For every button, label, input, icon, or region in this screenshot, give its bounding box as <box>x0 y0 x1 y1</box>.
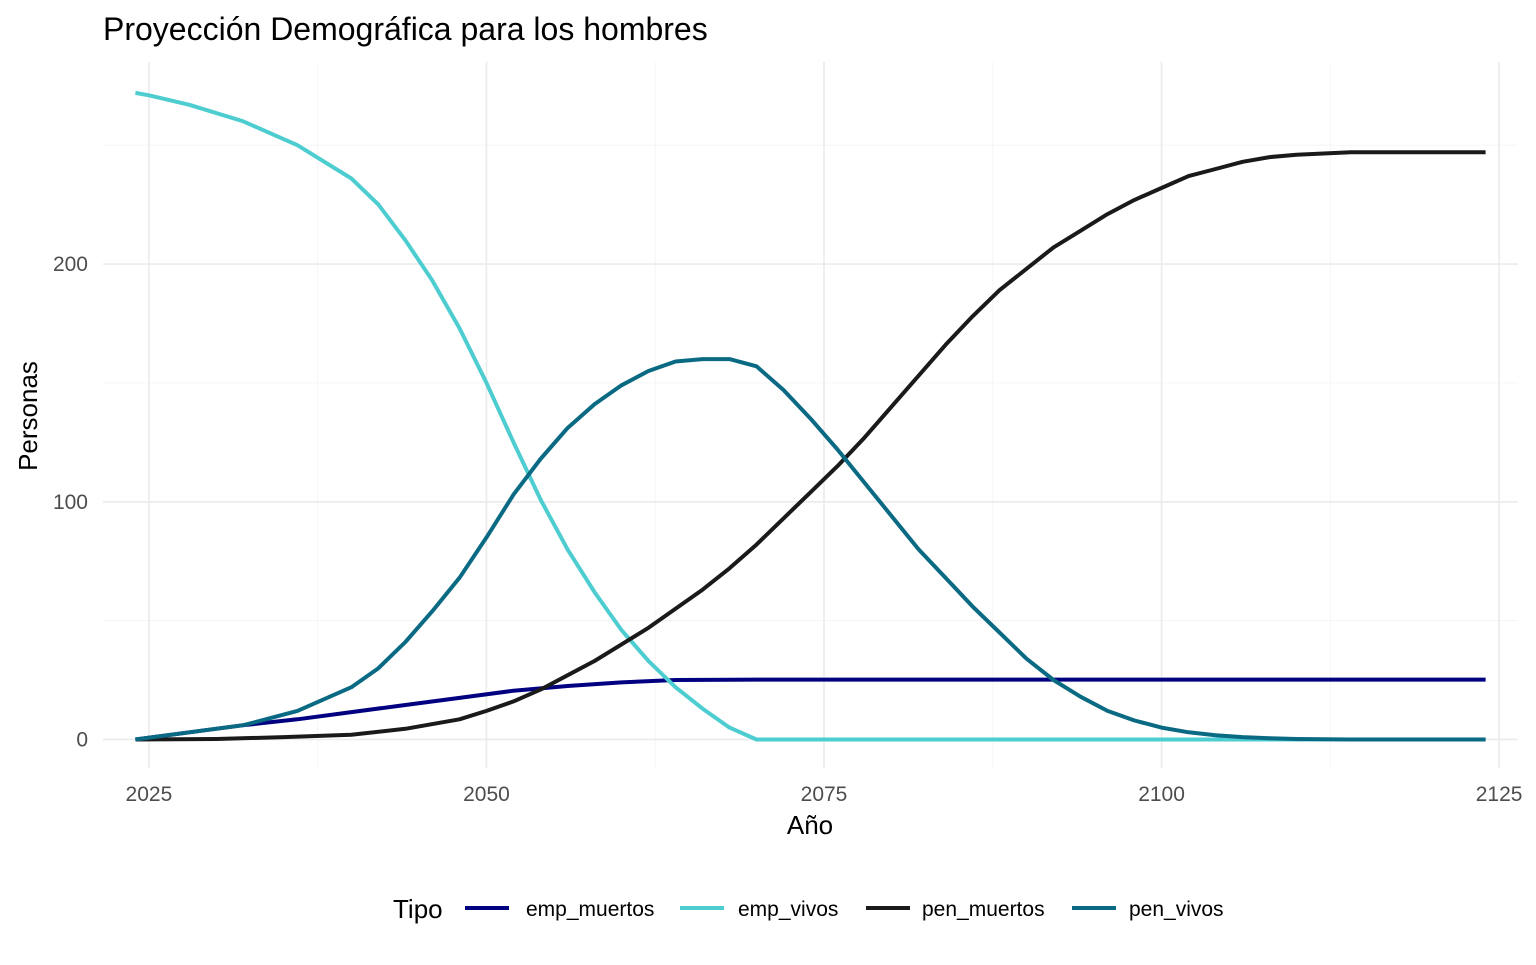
y-tick-label: 0 <box>76 728 88 751</box>
legend: Tipo emp_muertos emp_vivos pen_muertos pen_… <box>393 894 1224 924</box>
grid <box>103 62 1518 768</box>
series-line-pen-muertos <box>135 150 1486 742</box>
series-line-pen-vivos <box>135 357 1486 742</box>
x-tick-label: 2075 <box>801 783 848 806</box>
series-line-emp-muertos <box>135 677 1486 742</box>
legend-label-pen-vivos: pen_vivos <box>1129 898 1224 921</box>
x-tick-label: 2050 <box>463 783 510 806</box>
legend-label-emp-vivos: emp_vivos <box>738 898 838 921</box>
x-tick-label: 2125 <box>1476 783 1523 806</box>
y-axis-title: Personas <box>13 361 43 471</box>
chart-title: Proyección Demográfica para los hombres <box>103 11 708 47</box>
x-tick-label: 2025 <box>126 783 173 806</box>
x-tick-label: 2100 <box>1138 783 1185 806</box>
y-tick-label: 100 <box>53 491 88 514</box>
legend-label-emp-muertos: emp_muertos <box>526 898 654 921</box>
series-line-emp-vivos <box>135 90 1486 742</box>
tick-labels: 2025 2050 2075 2100 2125 0 100 200 <box>53 253 1523 806</box>
x-axis-title: Año <box>787 810 833 840</box>
legend-label-pen-muertos: pen_muertos <box>922 898 1045 921</box>
legend-title: Tipo <box>393 894 443 924</box>
series-lines <box>135 90 1486 742</box>
y-tick-label: 200 <box>53 253 88 276</box>
